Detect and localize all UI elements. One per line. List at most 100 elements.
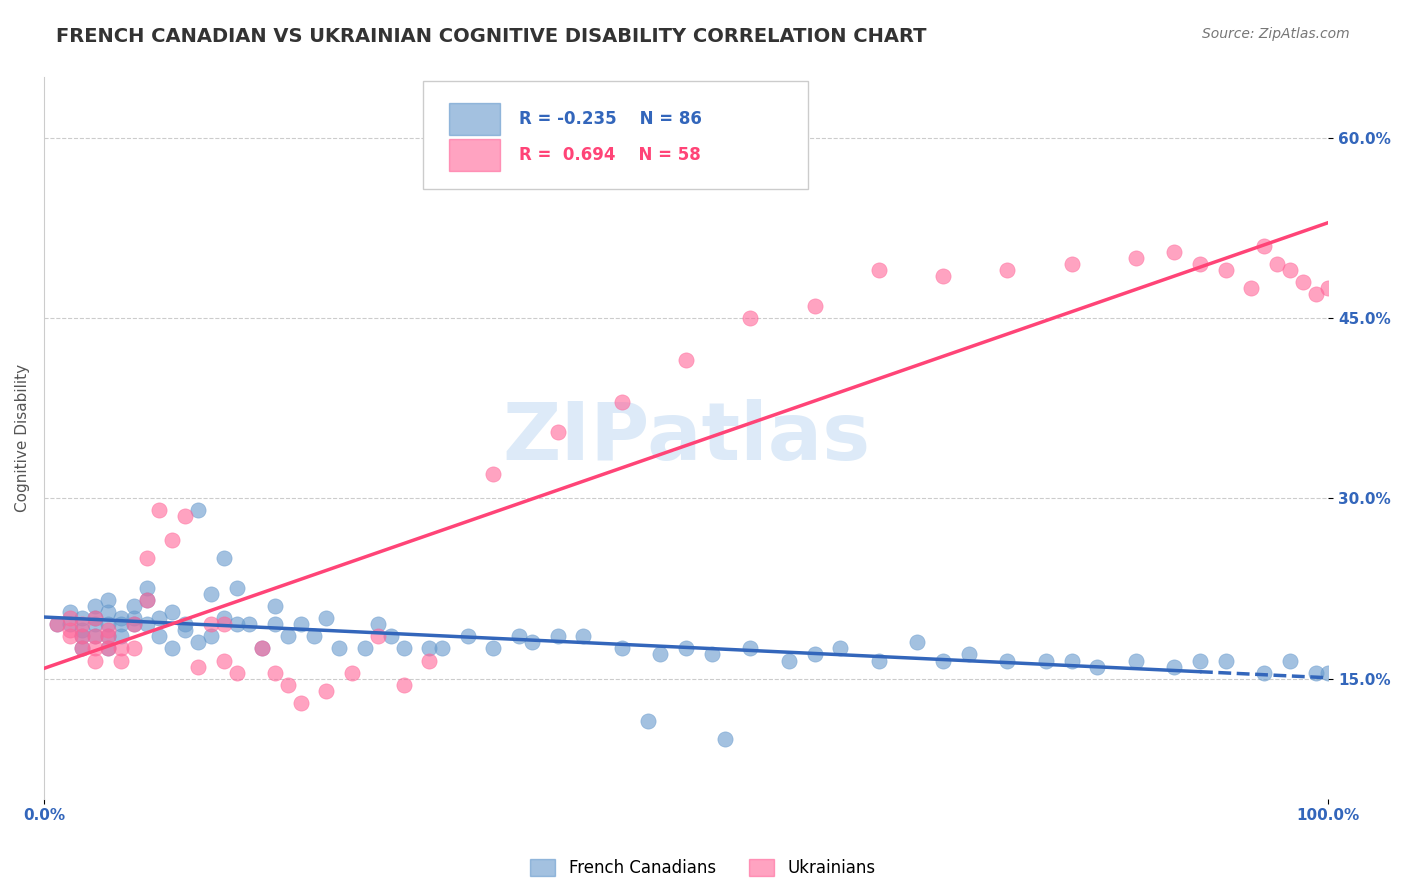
Point	[84, 653, 107, 667]
Point	[58, 630, 80, 644]
Point	[367, 630, 389, 644]
Point	[72, 641, 94, 656]
Point	[84, 630, 107, 644]
Point	[430, 641, 453, 656]
Point	[148, 611, 170, 625]
Point	[1278, 653, 1301, 667]
Point	[72, 624, 94, 638]
Text: R = -0.235    N = 86: R = -0.235 N = 86	[519, 111, 702, 128]
Point	[1060, 653, 1083, 667]
Y-axis label: Cognitive Disability: Cognitive Disability	[15, 364, 30, 512]
Point	[84, 641, 107, 656]
Point	[1240, 281, 1263, 295]
Point	[187, 635, 209, 649]
Point	[572, 630, 595, 644]
Point	[162, 606, 184, 620]
Point	[740, 310, 762, 325]
Point	[84, 617, 107, 632]
Point	[110, 611, 132, 625]
Point	[97, 641, 120, 656]
Point	[1163, 659, 1185, 673]
Point	[135, 551, 157, 566]
Point	[84, 630, 107, 644]
Point	[122, 617, 145, 632]
Point	[1188, 257, 1211, 271]
Point	[1278, 262, 1301, 277]
Point	[200, 630, 222, 644]
Point	[187, 659, 209, 673]
Point	[122, 641, 145, 656]
Point	[1125, 251, 1147, 265]
Point	[135, 582, 157, 596]
Point	[290, 696, 312, 710]
Point	[675, 353, 697, 368]
Point	[830, 641, 852, 656]
Text: R =  0.694    N = 58: R = 0.694 N = 58	[519, 146, 702, 164]
Point	[110, 630, 132, 644]
Point	[264, 617, 287, 632]
Point	[1292, 275, 1315, 289]
Point	[868, 262, 890, 277]
Point	[174, 624, 197, 638]
Point	[418, 653, 440, 667]
Point	[277, 630, 299, 644]
Point	[225, 665, 247, 680]
Point	[380, 630, 402, 644]
Point	[212, 653, 235, 667]
Point	[1125, 653, 1147, 667]
Point	[868, 653, 890, 667]
Point	[290, 617, 312, 632]
Point	[58, 606, 80, 620]
Point	[84, 611, 107, 625]
Point	[457, 630, 479, 644]
Point	[650, 648, 672, 662]
Point	[252, 641, 274, 656]
Point	[45, 617, 67, 632]
Point	[58, 617, 80, 632]
Point	[547, 425, 569, 439]
Point	[340, 665, 363, 680]
Point	[740, 641, 762, 656]
Point	[1215, 653, 1237, 667]
Point	[97, 630, 120, 644]
Point	[97, 630, 120, 644]
Point	[610, 395, 633, 409]
Point	[1317, 665, 1340, 680]
Point	[1305, 286, 1327, 301]
Point	[482, 467, 505, 482]
Text: FRENCH CANADIAN VS UKRAINIAN COGNITIVE DISABILITY CORRELATION CHART: FRENCH CANADIAN VS UKRAINIAN COGNITIVE D…	[56, 27, 927, 45]
Point	[1253, 239, 1275, 253]
Point	[354, 641, 377, 656]
Point	[995, 653, 1018, 667]
Point	[84, 599, 107, 614]
Point	[418, 641, 440, 656]
Point	[135, 593, 157, 607]
Point	[1163, 244, 1185, 259]
Point	[110, 653, 132, 667]
Point	[148, 503, 170, 517]
Text: ZIPatlas: ZIPatlas	[502, 399, 870, 477]
Point	[212, 551, 235, 566]
Point	[238, 617, 260, 632]
Point	[328, 641, 350, 656]
Point	[97, 624, 120, 638]
Point	[1253, 665, 1275, 680]
Point	[200, 587, 222, 601]
Point	[957, 648, 980, 662]
Point	[97, 593, 120, 607]
Point	[315, 683, 337, 698]
Point	[1317, 281, 1340, 295]
Point	[1035, 653, 1057, 667]
Point	[72, 617, 94, 632]
Point	[162, 641, 184, 656]
Point	[803, 648, 825, 662]
Text: Source: ZipAtlas.com: Source: ZipAtlas.com	[1202, 27, 1350, 41]
Point	[995, 262, 1018, 277]
Point	[212, 611, 235, 625]
Point	[187, 503, 209, 517]
Point	[264, 599, 287, 614]
Point	[1305, 665, 1327, 680]
Point	[610, 641, 633, 656]
Point	[58, 624, 80, 638]
Point	[1188, 653, 1211, 667]
